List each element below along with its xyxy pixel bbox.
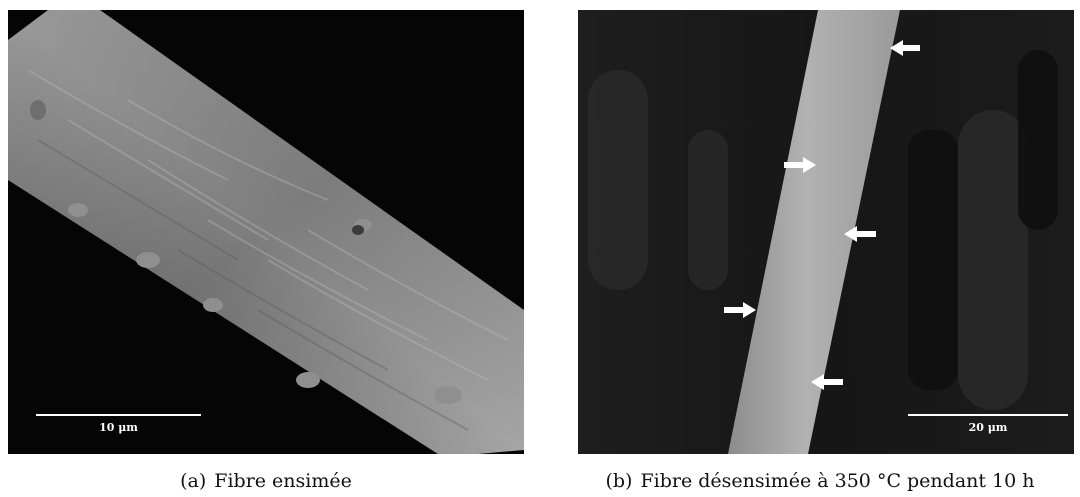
arrow-marker bbox=[844, 226, 876, 242]
scale-bar-line bbox=[36, 414, 201, 416]
fiber-body bbox=[728, 10, 900, 454]
caption-panel-a: (a) Fibre ensimée bbox=[0, 470, 532, 492]
arrow-marker bbox=[724, 302, 756, 318]
scale-bar-line bbox=[908, 414, 1068, 416]
sized-fiber-micrograph bbox=[8, 10, 524, 454]
desized-fiber-micrograph bbox=[578, 10, 1074, 454]
caption-label: (a) bbox=[180, 470, 207, 492]
sem-image-sized-fiber: 10 μm bbox=[8, 10, 524, 454]
sem-image-desized-fiber: 20 μm bbox=[578, 10, 1074, 454]
arrow-marker bbox=[890, 40, 920, 56]
scale-bar-label: 20 μm bbox=[968, 421, 1008, 434]
arrow-marker bbox=[784, 157, 816, 173]
caption-label: (b) bbox=[605, 470, 633, 492]
scale-bar-label: 10 μm bbox=[99, 421, 138, 434]
caption-panel-b: (b) Fibre désensimée à 350 °C pendant 10 … bbox=[560, 470, 1080, 492]
caption-text: Fibre désensimée à 350 °C pendant 10 h bbox=[640, 470, 1035, 492]
arrow-markers bbox=[724, 40, 920, 390]
arrow-marker bbox=[811, 374, 843, 390]
caption-text: Fibre ensimée bbox=[214, 470, 352, 492]
